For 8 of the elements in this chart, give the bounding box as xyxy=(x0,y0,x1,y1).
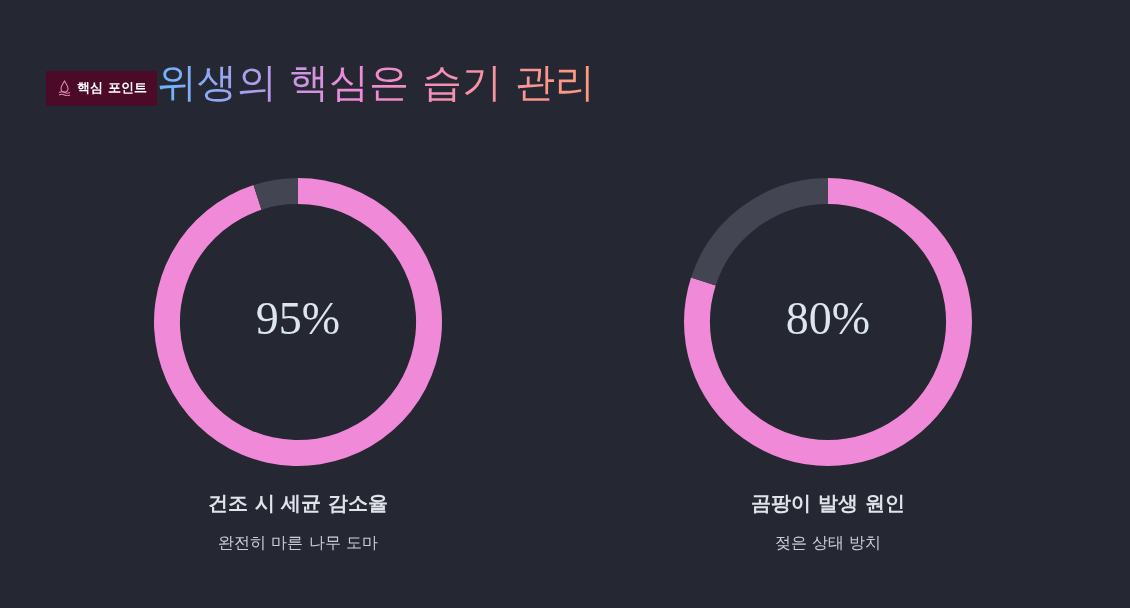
text: 곰팡이 발생 원인 xyxy=(750,490,906,517)
text: 젖은 상태 방치 xyxy=(773,533,883,554)
data-label: 95% xyxy=(255,293,341,345)
text: 핵심 포인트 xyxy=(77,79,147,97)
text: 위생의 핵심은 습기 관리 xyxy=(156,54,595,110)
text: 건조 시 세균 감소율 xyxy=(206,490,390,517)
data-label: 80% xyxy=(785,293,871,345)
text: 완전히 마른 나무 도마 xyxy=(217,533,379,554)
